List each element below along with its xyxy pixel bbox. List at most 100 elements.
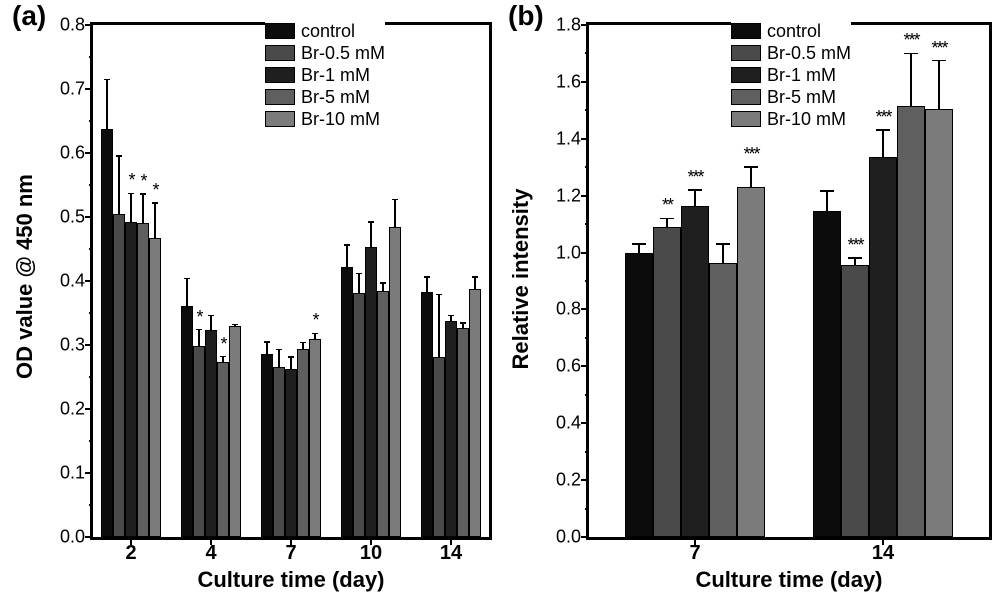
legend-item: Br-1 mM xyxy=(731,64,851,86)
legend: controlBr-0.5 mMBr-1 mMBr-5 mMBr-10 mM xyxy=(731,20,851,130)
y-tick-label: 1.0 xyxy=(541,242,581,263)
bar xyxy=(925,109,953,537)
bar xyxy=(421,292,433,537)
bar xyxy=(181,306,193,537)
significance-marker: * xyxy=(220,334,225,355)
y-tick-label: 0.0 xyxy=(45,527,85,548)
significance-marker: * xyxy=(128,170,133,191)
legend-item: Br-5 mM xyxy=(265,86,385,108)
y-tick-label: 0.6 xyxy=(45,143,85,164)
bar xyxy=(229,326,241,537)
legend-label: control xyxy=(767,21,821,42)
y-tick-label: 1.4 xyxy=(541,128,581,149)
x-axis-label: Culture time (day) xyxy=(695,567,882,593)
significance-marker: *** xyxy=(743,144,758,165)
legend-label: Br-1 mM xyxy=(301,65,370,86)
x-tick-label: 2 xyxy=(125,542,136,565)
y-tick-label: 0.0 xyxy=(541,527,581,548)
significance-marker: *** xyxy=(903,30,918,51)
legend-item: Br-0.5 mM xyxy=(731,42,851,64)
x-tick-label: 14 xyxy=(440,542,462,565)
significance-marker: *** xyxy=(847,235,862,256)
legend-swatch xyxy=(731,23,761,39)
bar xyxy=(101,129,113,537)
x-tick-label: 10 xyxy=(360,542,382,565)
legend-label: Br-10 mM xyxy=(301,109,380,130)
y-tick-label: 0.4 xyxy=(45,271,85,292)
bar xyxy=(681,206,709,537)
bar xyxy=(365,247,377,537)
panel-a-plot-area: 0.00.10.20.30.40.50.60.70.8Culture time … xyxy=(90,22,492,540)
y-tick-label: 1.2 xyxy=(541,185,581,206)
legend-label: control xyxy=(301,21,355,42)
legend-swatch xyxy=(731,45,761,61)
bar xyxy=(869,157,897,537)
y-tick-label: 0.8 xyxy=(45,15,85,36)
bar xyxy=(625,253,653,537)
y-axis-label: Relative intensity xyxy=(508,179,534,379)
legend: controlBr-0.5 mMBr-1 mMBr-5 mMBr-10 mM xyxy=(265,20,385,130)
legend-label: Br-5 mM xyxy=(767,87,836,108)
y-tick-label: 1.8 xyxy=(541,15,581,36)
legend-item: control xyxy=(265,20,385,42)
bar xyxy=(709,263,737,537)
y-axis-label: OD value @ 450 nm xyxy=(12,179,38,379)
bar xyxy=(193,346,205,537)
legend-item: Br-0.5 mM xyxy=(265,42,385,64)
y-tick-label: 0.3 xyxy=(45,335,85,356)
legend-swatch xyxy=(265,45,295,61)
significance-marker: *** xyxy=(875,107,890,128)
bar xyxy=(433,357,445,537)
bar xyxy=(309,339,321,537)
significance-marker: * xyxy=(312,310,317,331)
x-tick-label: 7 xyxy=(285,542,296,565)
x-tick-label: 7 xyxy=(689,542,700,565)
legend-label: Br-5 mM xyxy=(301,87,370,108)
legend-swatch xyxy=(265,89,295,105)
bar xyxy=(737,187,765,537)
y-tick-label: 0.8 xyxy=(541,299,581,320)
legend-item: Br-10 mM xyxy=(265,108,385,130)
bar xyxy=(205,330,217,537)
y-tick-label: 0.7 xyxy=(45,79,85,100)
significance-marker: * xyxy=(140,171,145,192)
panel-b: 0.00.20.40.60.81.01.21.41.61.8Culture ti… xyxy=(500,0,1000,612)
panel-a: 0.0 0.1 0.2 0.3 0.4 0.5 0.6 0.7 0.8 Culture time … xyxy=(0,0,500,612)
y-tick-label: 0.5 xyxy=(45,207,85,228)
bar xyxy=(285,369,297,537)
bar xyxy=(217,362,229,537)
bar xyxy=(353,293,365,537)
legend-item: control xyxy=(731,20,851,42)
bar xyxy=(897,106,925,537)
bar xyxy=(261,354,273,537)
bar xyxy=(653,227,681,537)
bar xyxy=(137,223,149,537)
significance-marker: * xyxy=(152,180,157,201)
bar xyxy=(125,222,137,537)
panel-b-label: (b) xyxy=(508,0,544,32)
bar xyxy=(445,321,457,537)
bar xyxy=(113,214,125,537)
legend-label: Br-10 mM xyxy=(767,109,846,130)
x-tick-label: 14 xyxy=(872,542,894,565)
bar xyxy=(297,349,309,537)
legend-swatch xyxy=(731,111,761,127)
significance-marker: * xyxy=(196,307,201,328)
bar xyxy=(149,238,161,537)
x-axis-label: Culture time (day) xyxy=(197,567,384,593)
significance-marker: *** xyxy=(687,167,702,188)
legend-label: Br-0.5 mM xyxy=(767,43,851,64)
bar xyxy=(813,211,841,537)
panel-b-plot-area: 0.00.20.40.60.81.01.21.41.61.8Culture ti… xyxy=(586,22,992,540)
bar xyxy=(377,291,389,537)
y-tick-label: 0.1 xyxy=(45,463,85,484)
y-tick-label: 0.2 xyxy=(45,399,85,420)
legend-item: Br-5 mM xyxy=(731,86,851,108)
legend-swatch xyxy=(731,89,761,105)
x-tick-label: 4 xyxy=(205,542,216,565)
bar xyxy=(273,367,285,537)
legend-swatch xyxy=(265,111,295,127)
bar xyxy=(469,289,481,537)
bar xyxy=(389,227,401,537)
legend-label: Br-0.5 mM xyxy=(301,43,385,64)
